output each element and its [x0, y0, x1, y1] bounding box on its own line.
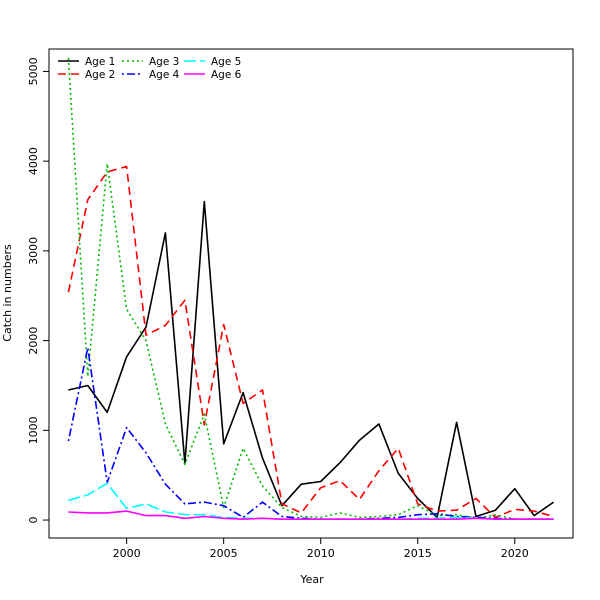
x-tick-label: 2010 — [307, 547, 335, 560]
x-tick-label: 2005 — [210, 547, 238, 560]
y-tick-label: 5000 — [27, 57, 40, 85]
y-tick-label: 4000 — [27, 147, 40, 175]
legend-label-age-5: Age 5 — [211, 56, 241, 68]
y-tick-label: 1000 — [27, 416, 40, 444]
series-line-age-2 — [67, 165, 554, 519]
x-axis-label: Year — [299, 573, 324, 586]
plot-frame — [48, 48, 574, 539]
series-line-age-1 — [68, 200, 555, 519]
legend-label-age-3: Age 3 — [149, 56, 179, 68]
x-axis: 2000 2005 2010 2015 2020 — [113, 538, 529, 560]
x-tick-label: 2015 — [404, 547, 432, 560]
legend-label-age-2: Age 2 — [85, 69, 115, 81]
series-line-age-6 — [68, 510, 554, 521]
legend-label-age-1: Age 1 — [85, 56, 115, 68]
y-tick-label: 3000 — [27, 237, 40, 265]
x-tick-label: 2020 — [501, 547, 529, 560]
y-axis: 0 1000 2000 3000 4000 5000 — [27, 57, 49, 524]
y-axis-label: Catch in numbers — [1, 244, 14, 342]
y-tick-label: 2000 — [27, 327, 40, 355]
series-line-age-4 — [67, 346, 554, 521]
series-line-age-3 — [67, 57, 554, 521]
x-tick-label: 2000 — [113, 547, 141, 560]
legend-label-age-6: Age 6 — [211, 69, 242, 81]
series-lines — [67, 57, 555, 521]
legend-label-age-4: Age 4 — [149, 69, 180, 81]
y-tick-label: 0 — [27, 517, 40, 524]
